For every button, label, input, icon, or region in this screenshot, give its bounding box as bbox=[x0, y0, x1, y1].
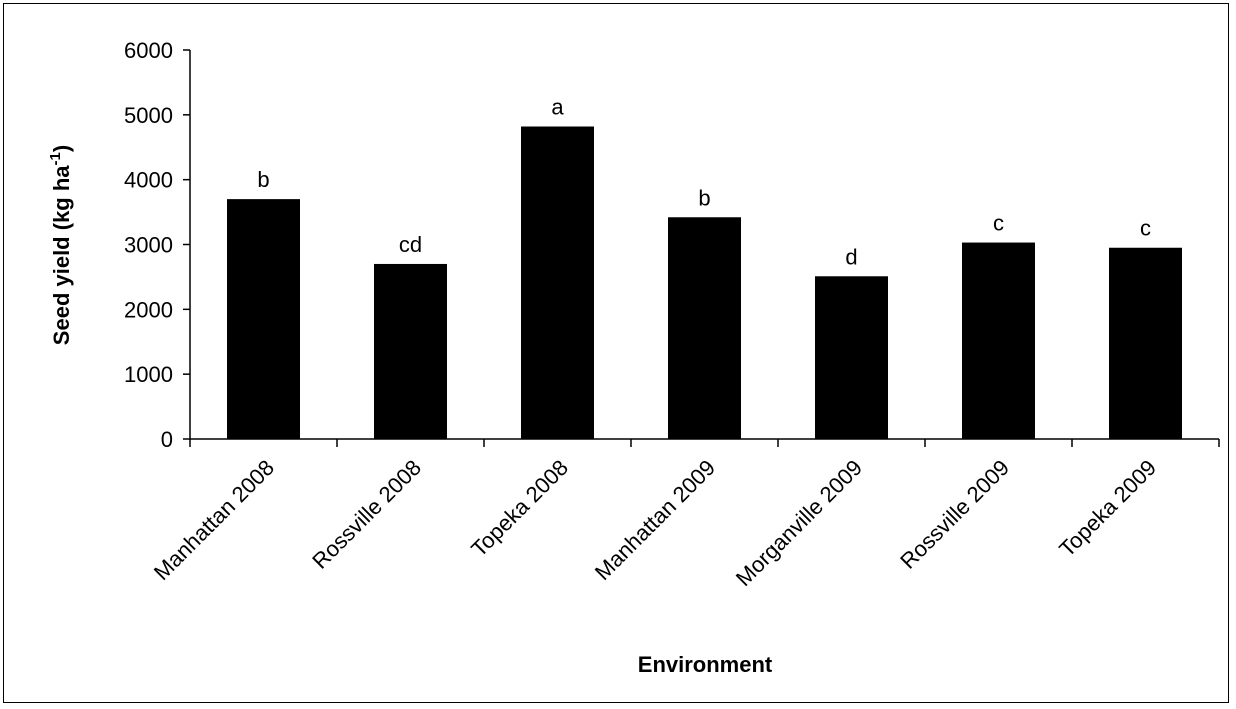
bar-data-label: b bbox=[698, 185, 710, 210]
y-axis-title: Seed yield (kg ha-1) bbox=[47, 145, 74, 345]
category-label: Manhattan 2009 bbox=[590, 455, 720, 585]
bar-data-label: d bbox=[845, 244, 857, 269]
bar bbox=[962, 242, 1035, 439]
bar-data-label: a bbox=[551, 95, 564, 120]
y-axis-title-close: ) bbox=[49, 145, 74, 152]
bar-data-label: cd bbox=[399, 232, 422, 257]
bar bbox=[815, 276, 888, 439]
data-labels: b cd a b d c c bbox=[257, 95, 1151, 270]
bar-data-label: c bbox=[993, 211, 1004, 236]
y-tick-label: 3000 bbox=[124, 233, 173, 258]
bar bbox=[374, 263, 447, 439]
bar-data-label: b bbox=[257, 167, 269, 192]
y-tick-label: 0 bbox=[161, 427, 173, 452]
y-tick-label: 5000 bbox=[124, 103, 173, 128]
y-axis-ticks: 0 1000 2000 3000 4000 5000 6000 bbox=[124, 38, 1220, 452]
y-tick-label: 1000 bbox=[124, 362, 173, 387]
category-label: Morganville 2009 bbox=[731, 455, 867, 591]
bar bbox=[227, 199, 300, 439]
category-label: Topeka 2008 bbox=[466, 455, 573, 562]
y-axis-title-superscript: -1 bbox=[47, 152, 64, 165]
category-label: Manhattan 2008 bbox=[149, 455, 279, 585]
bars bbox=[227, 126, 1182, 440]
category-label: Rossville 2009 bbox=[895, 455, 1014, 574]
bar bbox=[668, 217, 741, 439]
y-axis-title-main: Seed yield (kg ha bbox=[49, 165, 74, 345]
bar bbox=[521, 126, 594, 440]
bar bbox=[1109, 247, 1182, 439]
x-axis-title: Environment bbox=[638, 652, 773, 677]
category-labels: Manhattan 2008 Rossville 2008 Topeka 2008 M… bbox=[149, 455, 1161, 591]
y-tick-label: 4000 bbox=[124, 168, 173, 193]
category-label: Topeka 2009 bbox=[1054, 455, 1161, 562]
bar-data-label: c bbox=[1140, 216, 1151, 241]
y-tick-label: 6000 bbox=[124, 38, 173, 63]
category-label: Rossville 2008 bbox=[307, 455, 426, 574]
y-tick-label: 2000 bbox=[124, 297, 173, 322]
